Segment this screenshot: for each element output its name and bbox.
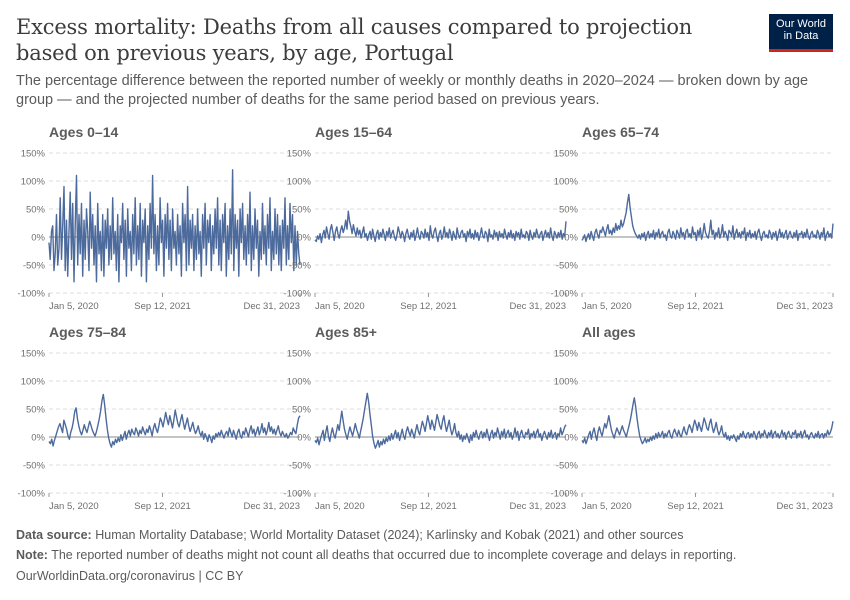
y-tick-label: -100% <box>284 289 312 300</box>
panel-title: Ages 65–74 <box>582 124 659 140</box>
data-source: Data source: Human Mortality Database; W… <box>16 528 683 542</box>
chart-subtitle: The percentage difference between the re… <box>16 73 809 108</box>
y-tick-label: 50% <box>26 405 46 416</box>
y-tick-label: 50% <box>559 205 579 216</box>
x-tick-label: Dec 31, 2023 <box>776 501 833 512</box>
y-tick-label: 100% <box>554 377 579 388</box>
note-text: The reported number of deaths might not … <box>51 548 737 562</box>
x-tick-label: Jan 5, 2020 <box>582 301 632 312</box>
y-tick-label: 50% <box>559 405 579 416</box>
y-tick-label: -50% <box>556 461 579 472</box>
y-tick-label: 0% <box>564 233 578 244</box>
y-tick-label: 100% <box>287 377 312 388</box>
y-tick-label: -100% <box>18 489 46 500</box>
y-tick-label: -50% <box>289 261 312 272</box>
series-line <box>581 193 834 243</box>
x-tick-label: Dec 31, 2023 <box>509 501 566 512</box>
y-tick-label: -50% <box>23 261 46 272</box>
y-tick-label: 150% <box>287 149 312 160</box>
x-tick-label: Dec 31, 2023 <box>509 301 566 312</box>
x-tick-label: Sep 12, 2021 <box>667 501 724 512</box>
series-line <box>314 392 567 449</box>
series-line <box>581 397 834 445</box>
y-tick-label: 0% <box>297 433 311 444</box>
y-tick-label: -100% <box>18 289 46 300</box>
y-tick-label: -100% <box>551 289 579 300</box>
x-tick-label: Jan 5, 2020 <box>582 501 632 512</box>
y-tick-label: 100% <box>21 377 46 388</box>
x-tick-label: Dec 31, 2023 <box>243 301 300 312</box>
logo-accent-bar <box>769 49 833 52</box>
y-tick-label: 150% <box>554 149 579 160</box>
x-tick-label: Sep 12, 2021 <box>667 301 724 312</box>
y-tick-label: 100% <box>21 177 46 188</box>
x-tick-label: Jan 5, 2020 <box>49 501 99 512</box>
y-tick-label: 100% <box>554 177 579 188</box>
x-tick-label: Dec 31, 2023 <box>243 501 300 512</box>
y-tick-label: 50% <box>292 205 312 216</box>
panel-title: Ages 85+ <box>315 324 377 340</box>
chart-note: Note: The reported number of deaths migh… <box>16 548 736 562</box>
y-tick-label: -50% <box>556 261 579 272</box>
owid-logo[interactable]: Our World in Data <box>769 14 833 52</box>
series-line <box>48 393 301 448</box>
source-url[interactable]: OurWorldinData.org/coronavirus | CC BY <box>16 569 244 583</box>
note-label: Note: <box>16 548 48 562</box>
y-tick-label: 50% <box>292 405 312 416</box>
y-tick-label: 150% <box>287 349 312 360</box>
panel-title: Ages 0–14 <box>49 124 118 140</box>
x-tick-label: Sep 12, 2021 <box>134 301 191 312</box>
y-tick-label: 100% <box>287 177 312 188</box>
logo-line-2: in Data <box>783 30 819 42</box>
source-link[interactable]: OurWorldinData.org/coronavirus | CC BY <box>16 569 243 583</box>
series-line <box>314 210 567 244</box>
x-tick-label: Dec 31, 2023 <box>776 301 833 312</box>
y-tick-label: 0% <box>297 233 311 244</box>
x-tick-label: Jan 5, 2020 <box>49 301 99 312</box>
data-source-text: Human Mortality Database; World Mortalit… <box>95 528 684 542</box>
y-tick-label: 0% <box>31 433 45 444</box>
x-tick-label: Jan 5, 2020 <box>315 501 365 512</box>
chart-title: Excess mortality: Deaths from all causes… <box>16 15 693 65</box>
x-tick-label: Sep 12, 2021 <box>134 501 191 512</box>
y-tick-label: 150% <box>554 349 579 360</box>
panel-title: Ages 15–64 <box>315 124 392 140</box>
y-tick-label: -50% <box>23 461 46 472</box>
y-tick-label: 150% <box>21 149 46 160</box>
y-tick-label: 50% <box>26 205 46 216</box>
x-tick-label: Sep 12, 2021 <box>400 501 457 512</box>
panel-title: All ages <box>582 324 636 340</box>
y-tick-label: -100% <box>284 489 312 500</box>
y-tick-label: 0% <box>31 233 45 244</box>
y-tick-label: 150% <box>21 349 46 360</box>
x-tick-label: Sep 12, 2021 <box>400 301 457 312</box>
y-tick-label: -50% <box>289 461 312 472</box>
x-tick-label: Jan 5, 2020 <box>315 301 365 312</box>
data-source-label: Data source: <box>16 528 92 542</box>
logo-line-1: Our World <box>776 18 826 30</box>
series-line <box>48 169 301 283</box>
y-tick-label: -100% <box>551 489 579 500</box>
y-tick-label: 0% <box>564 433 578 444</box>
panel-title: Ages 75–84 <box>49 324 126 340</box>
